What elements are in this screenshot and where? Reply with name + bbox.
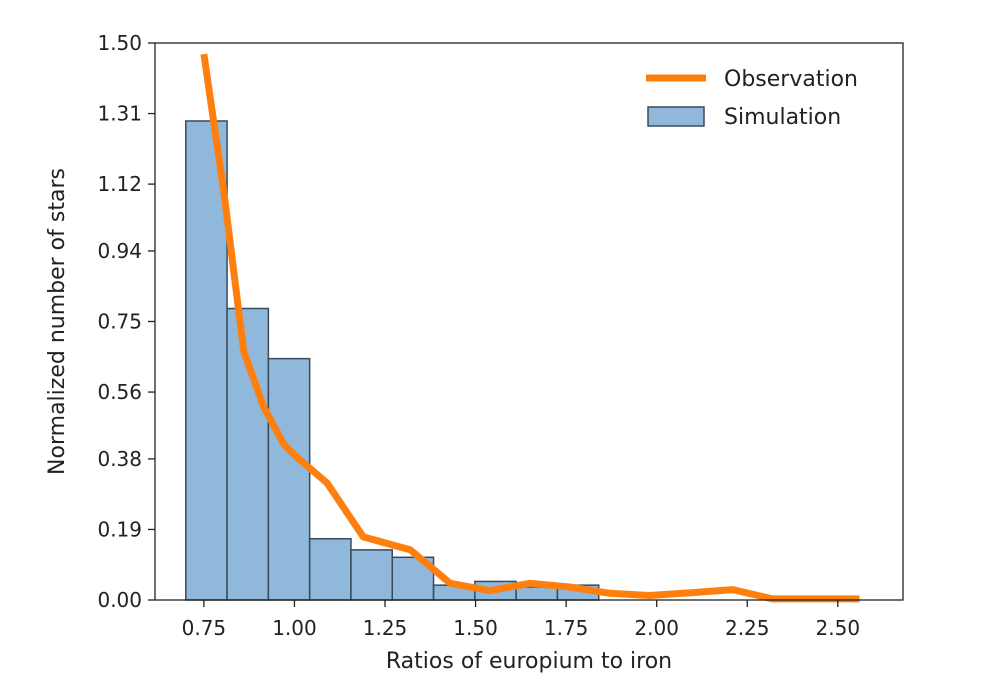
y-tick-label: 1.12 [97,172,142,196]
y-tick-label: 1.50 [97,31,142,55]
observation-series [200,53,860,603]
legend-observation-label: Observation [724,67,858,92]
x-tick-label: 1.25 [363,616,408,640]
legend-simulation-swatch [647,106,705,127]
legend-simulation-label: Simulation [724,105,841,130]
y-tick-label: 0.94 [97,239,142,263]
y-tick-label: 1.31 [97,102,142,126]
x-axis-ticks: 0.75 1.00 1.25 1.50 1.75 2.00 2.25 2.50 [182,600,860,640]
x-tick-label: 2.00 [634,616,679,640]
y-axis-label: Normalized number of stars [45,168,70,475]
x-tick-label: 2.50 [816,616,861,640]
histogram-bar-9 [515,586,559,601]
histogram-bar-1 [185,120,228,601]
y-tick-label: 0.75 [97,310,142,334]
histogram-bar-3 [267,357,311,601]
x-tick-label: 1.75 [544,616,589,640]
observation-line [200,53,860,603]
legend: Observation Simulation [646,67,858,130]
x-axis-label: Ratios of europium to iron [386,649,672,674]
y-tick-label: 0.38 [97,447,142,471]
x-tick-label: 0.75 [182,616,227,640]
histogram-bar-4 [308,537,352,601]
y-tick-label: 0.56 [97,380,142,404]
y-axis-ticks: 0.00 0.19 0.38 0.56 0.75 0.94 1.12 1.31 1.50 [97,31,155,612]
histogram-bar-5 [350,549,394,601]
x-tick-label: 1.50 [453,616,498,640]
y-tick-label: 0.19 [97,517,142,541]
x-tick-label: 2.25 [725,616,770,640]
y-tick-label: 0.00 [97,588,142,612]
x-tick-label: 1.00 [272,616,317,640]
